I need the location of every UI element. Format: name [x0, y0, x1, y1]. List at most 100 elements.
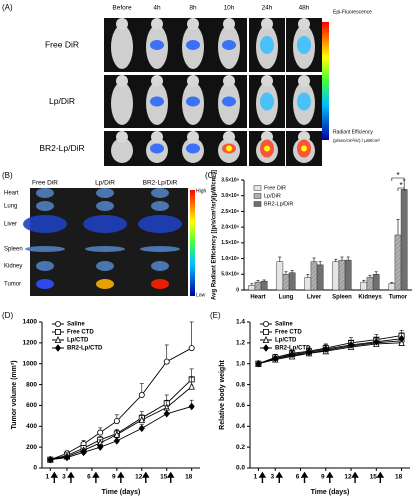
line	[50, 406, 192, 461]
series	[47, 376, 195, 463]
colorbar-title: Epi-Fluorescence	[333, 9, 372, 15]
marker	[188, 345, 195, 352]
marker	[188, 402, 195, 411]
x-tick-label: Heart	[250, 295, 265, 301]
mouse-head	[187, 75, 199, 87]
bar	[360, 281, 368, 291]
bar	[372, 274, 380, 291]
x-tick-label: 3	[62, 474, 66, 481]
marker	[188, 382, 195, 390]
significance-bracket	[397, 187, 405, 191]
bar	[304, 277, 312, 291]
series	[255, 333, 405, 368]
mouse-head	[261, 131, 273, 143]
panel-a: Before 4h 8h 10h 24h 48h Free DiR Lp/DiR BR2-Lp/…	[39, 5, 322, 166]
column-header: Lp/DiR	[95, 180, 115, 187]
signal	[222, 40, 236, 50]
panel-label: (A)	[2, 3, 13, 12]
panel-b: Free DiR Lp/DiR BR2-Lp/DiR Heart Lung Liver Sp…	[4, 180, 188, 296]
organ	[151, 261, 169, 271]
organ	[140, 246, 180, 252]
dosing-arrow	[351, 471, 359, 483]
signal	[297, 92, 311, 111]
legend-swatch	[253, 193, 262, 199]
colorbar	[322, 22, 329, 140]
organ	[138, 215, 182, 233]
x-tick-label: Lung	[279, 295, 294, 301]
signal	[222, 96, 236, 107]
marker	[55, 320, 62, 327]
row-label: Free DiR	[45, 39, 79, 49]
marker	[97, 443, 104, 451]
mouse	[111, 25, 133, 69]
x-tick-label: 9	[321, 474, 325, 481]
x-axis-label: Time (days)	[311, 489, 350, 496]
bar-hatch	[282, 274, 290, 290]
mouse-head	[223, 75, 235, 87]
marker	[113, 437, 120, 445]
legend-label: Free DiR	[264, 185, 286, 191]
y-tick-label: 600	[26, 402, 37, 409]
bar	[344, 259, 352, 291]
panel-label: (D)	[2, 311, 13, 320]
mouse	[111, 138, 133, 163]
mouse-head	[116, 75, 128, 87]
colorbar-units: (p/sec/cm²/sr) / µW/cm²	[333, 138, 380, 143]
marker	[63, 453, 71, 462]
bar-hatch	[394, 235, 402, 290]
panel-label: (E)	[210, 311, 221, 320]
marker	[163, 358, 170, 365]
marker	[138, 424, 145, 433]
line	[258, 342, 402, 365]
annotation: *	[396, 171, 399, 180]
colorbar-label: Radiant Efficiency	[333, 129, 373, 135]
dosing-arrow	[142, 471, 150, 483]
bar	[276, 261, 284, 291]
marker	[163, 410, 170, 418]
marker	[373, 338, 380, 346]
organ-label: Lung	[4, 204, 17, 210]
line	[50, 386, 192, 461]
mouse	[111, 82, 133, 125]
y-tick-label: 0	[236, 287, 239, 293]
y-tick-label: 800	[26, 381, 37, 388]
y-tick-label: 3.0×10⁹	[221, 193, 239, 199]
signal	[297, 36, 311, 54]
dosing-arrow	[92, 471, 100, 483]
marker	[262, 328, 269, 335]
line	[258, 338, 402, 365]
mouse-head	[151, 75, 163, 87]
x-tick-label: 15	[160, 474, 168, 481]
marker	[398, 338, 405, 346]
y-axis-label: Relative body weight	[219, 360, 226, 430]
x-tick-label: 6	[87, 474, 91, 481]
column-header: 24h	[262, 5, 273, 12]
marker	[47, 455, 54, 464]
x-tick-label: Liver	[307, 295, 322, 301]
y-tick-label: 2.5×10⁹	[221, 209, 239, 215]
dosing-arrow	[258, 471, 267, 483]
y-tick-label: 0.4	[236, 423, 245, 430]
organ	[151, 201, 169, 211]
y-tick-label: 0.2	[236, 444, 245, 451]
y-tick-label: 3.5×10⁹	[221, 177, 239, 183]
scale-high: High	[196, 188, 207, 194]
marker	[262, 335, 270, 344]
signal	[186, 40, 200, 50]
panel-label: (C)	[205, 171, 216, 180]
marker	[347, 341, 355, 349]
organ	[23, 215, 67, 233]
organ-label: Heart	[4, 191, 19, 197]
y-axis-label: Avg Radiant Efficiency [(p/s/cm²/sr)/(µW…	[211, 170, 218, 300]
y-tick-label: 0.8	[236, 381, 245, 388]
legend-label: Free CTD	[275, 330, 302, 336]
organ	[96, 188, 114, 198]
x-tick-label: 12	[344, 474, 352, 481]
bar	[260, 280, 268, 291]
signal	[260, 92, 274, 111]
signal	[150, 96, 164, 107]
x-tick-label: 12	[135, 474, 143, 481]
column-header: BR2-Lp/DiR	[143, 180, 178, 187]
y-tick-label: 1.4	[236, 319, 245, 326]
y-tick-label: 0.6	[236, 402, 245, 409]
